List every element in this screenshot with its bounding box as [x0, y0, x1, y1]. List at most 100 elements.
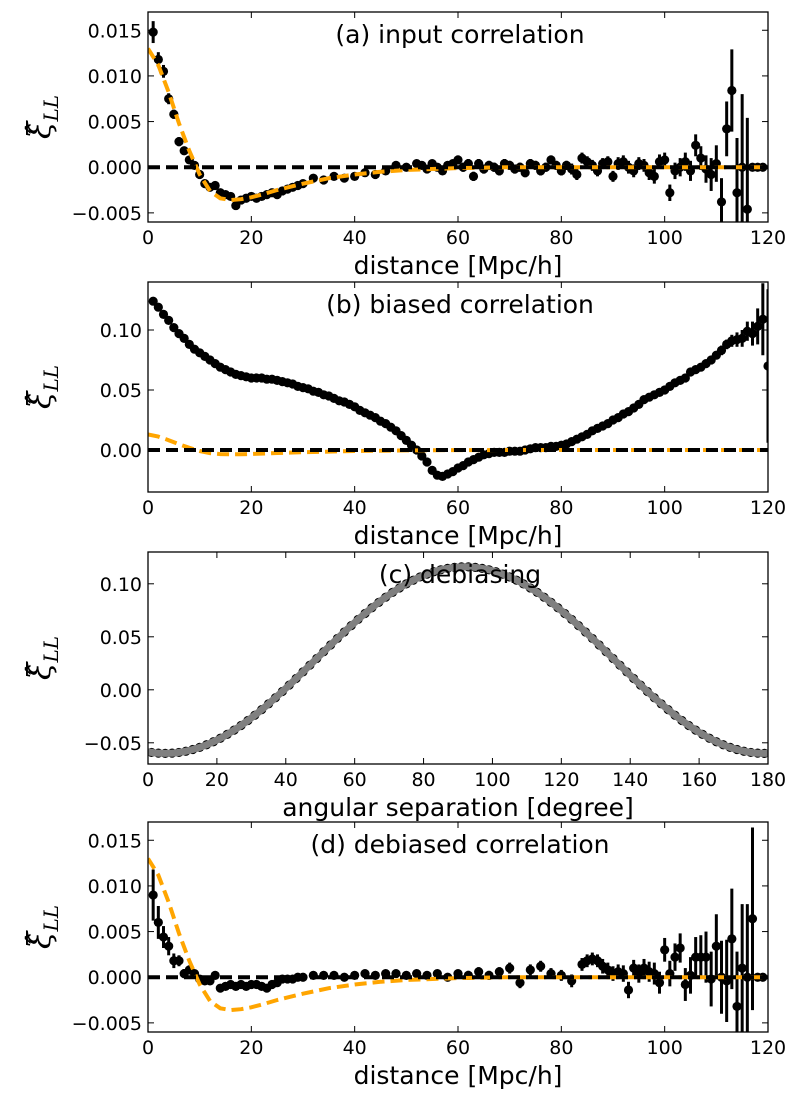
chart-d-measurement-point — [737, 963, 747, 973]
chart-b: 0 20 40 60 80 100 120 0.00 0.05 0.10 (b) biased co… — [20, 281, 786, 550]
chart-d-measurement-point — [623, 985, 634, 995]
chart-a-measurement-point — [468, 171, 479, 181]
chart-d-y-tick-label: 0.000 — [88, 967, 142, 989]
chart-b-measurement-point — [158, 309, 169, 319]
chart-c-xlabel: angular separation [degree] — [282, 793, 634, 822]
chart-b-title: (b) biased correlation — [326, 290, 594, 319]
chart-d-x-tick-label: 100 — [647, 1037, 683, 1059]
chart-d-measurement-point — [747, 914, 758, 924]
chart-a-ylabel-main: ξ̂ — [20, 120, 58, 139]
chart-b-ylabel-sub: LL — [39, 365, 63, 393]
chart-a-x-tick-label: 80 — [549, 227, 573, 249]
chart-b-y-tick-label: 0.10 — [100, 320, 142, 342]
chart-a-title: (a) input correlation — [335, 20, 584, 49]
chart-a: 0 20 40 60 80 100 120 −0.005 0.000 0.005 0.010 0.01… — [20, 11, 786, 280]
chart-d-measurement-point — [494, 967, 504, 977]
chart-a-measurement-point — [691, 140, 701, 150]
chart-a-plot-area — [148, 12, 768, 222]
chart-d-measurement-point — [670, 952, 680, 962]
chart-c-x-tick-label: 20 — [205, 769, 229, 791]
chart-c-y-tick-label: 0.00 — [100, 680, 142, 702]
chart-d-measurement-point — [711, 941, 721, 951]
chart-c: 0 20 40 60 80 100 120 140 160 180 −0.05 0.00 0.05 0.1… — [20, 551, 786, 822]
chart-d-title: (d) debiased correlation — [310, 830, 609, 859]
chart-a-y-tick-label: 0.005 — [88, 112, 142, 134]
chart-a-measurement-point — [696, 153, 706, 163]
chart-d-y-tick-label: 0.005 — [88, 922, 142, 944]
chart-b-x-tick-label: 40 — [343, 497, 367, 519]
chart-b-ylabel: ξ̂LL — [20, 365, 63, 409]
chart-d-measurement-point — [525, 965, 535, 975]
chart-d-x-tick-label: 20 — [239, 1037, 263, 1059]
chart-b-measurement-point — [737, 333, 747, 343]
chart-b-measurement-point — [148, 296, 158, 306]
chart-d-y-tick-label: 0.015 — [88, 830, 142, 852]
chart-a-x-tick-label: 100 — [647, 227, 683, 249]
chart-d-x-tick-label: 60 — [446, 1037, 470, 1059]
chart-b-x-tick-label: 120 — [750, 497, 786, 519]
chart-d-measurement-point — [164, 941, 174, 951]
chart-c-x-tick-label: 80 — [411, 769, 435, 791]
chart-a-ylabel-sub: LL — [39, 95, 63, 123]
chart-a-y-tick-label: −0.005 — [72, 203, 142, 225]
chart-b-y-tick-label: 0.00 — [100, 440, 142, 462]
chart-c-x-tick-label: 160 — [681, 769, 717, 791]
chart-a-x-tick-label: 120 — [750, 227, 786, 249]
chart-a-measurement-point — [603, 157, 613, 167]
chart-c-title: (c) debiasing — [379, 560, 541, 589]
chart-b-measurement-point — [753, 321, 763, 331]
chart-a-measurement-point — [572, 169, 582, 180]
chart-a-measurement-point — [727, 85, 737, 96]
chart-a-measurement-point — [716, 197, 727, 207]
chart-d-x-tick-label: 120 — [750, 1037, 786, 1059]
chart-c-x-tick-label: 0 — [142, 769, 154, 791]
chart-b-xlabel: distance [Mpc/h] — [354, 521, 563, 550]
chart-c-fit-line — [148, 563, 768, 757]
chart-a-xlabel: distance [Mpc/h] — [354, 251, 563, 280]
chart-c-ylabel-sub: LL — [39, 636, 63, 664]
chart-d-xlabel: distance [Mpc/h] — [354, 1061, 563, 1090]
chart-a-measurement-point — [680, 157, 690, 167]
chart-a-plot-layer — [148, 21, 768, 222]
chart-a-y-tick-label: 0.015 — [88, 20, 142, 42]
chart-a-measurement-point — [649, 171, 659, 181]
chart-c-frame — [147, 551, 769, 765]
chart-a-measurement-point — [742, 204, 752, 214]
chart-d: 0 20 40 60 80 100 120 −0.005 0.000 0.005 0.010 0.01… — [20, 821, 786, 1090]
chart-b-x-tick-label: 0 — [142, 497, 154, 519]
chart-d-measurement-point — [536, 961, 546, 971]
chart-b-x-tick-label: 20 — [239, 497, 263, 519]
chart-a-ylabel: ξ̂LL — [20, 95, 63, 139]
chart-d-measurement-point — [680, 979, 690, 990]
chart-d-measurement-point — [339, 972, 349, 982]
chart-c-x-tick-label: 140 — [612, 769, 648, 791]
chart-a-measurement-point — [210, 180, 220, 191]
chart-a-measurement-point — [520, 168, 530, 178]
chart-a-measurement-point — [722, 124, 732, 134]
chart-c-y-tick-label: −0.05 — [84, 733, 142, 755]
chart-a-measurement-point — [706, 169, 716, 180]
chart-c-x-tick-label: 120 — [543, 769, 579, 791]
chart-a-measurement-point — [148, 27, 158, 37]
chart-b-ylabel-main: ξ̂ — [20, 390, 58, 409]
chart-b-measurement-point — [164, 315, 174, 325]
chart-d-measurement-point — [505, 963, 515, 973]
chart-d-measurement-point — [701, 952, 711, 962]
chart-d-ylabel-main: ξ̂ — [20, 930, 58, 949]
chart-b-measurement-point — [179, 333, 189, 343]
chart-a-measurement-point — [174, 137, 184, 147]
chart-d-x-tick-label: 40 — [343, 1037, 367, 1059]
chart-d-measurement-point — [174, 956, 184, 966]
chart-b-measurement-point — [763, 361, 768, 371]
chart-b-measurement-point — [169, 323, 179, 333]
chart-d-measurement-point — [675, 943, 685, 953]
chart-d-ylabel: ξ̂LL — [20, 905, 63, 949]
chart-a-x-tick-label: 60 — [446, 227, 470, 249]
chart-d-y-tick-label: −0.005 — [72, 1013, 142, 1035]
chart-a-x-tick-label: 40 — [343, 227, 367, 249]
chart-a-x-tick-label: 0 — [142, 227, 154, 249]
chart-c-ylabel-main: ξ̂ — [20, 661, 58, 680]
chart-a-measurement-point — [179, 146, 189, 156]
chart-a-measurement-point — [329, 171, 339, 181]
